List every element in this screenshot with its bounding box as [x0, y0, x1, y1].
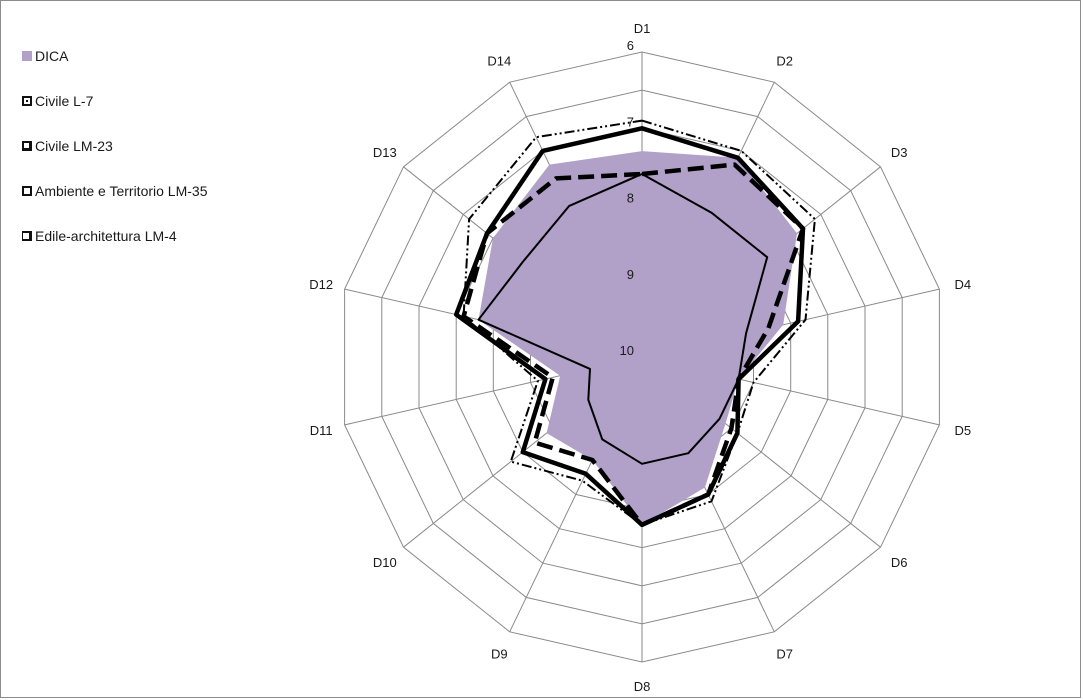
- axis-label-d3: D3: [891, 145, 908, 160]
- series-4-shape: [461, 162, 806, 528]
- legend-label: DICA: [35, 47, 69, 64]
- legend-label: Civile LM-23: [35, 137, 113, 154]
- tick-label: 8: [627, 191, 634, 206]
- axis-label-d12: D12: [309, 277, 333, 292]
- axis-label-d1: D1: [634, 21, 651, 36]
- axis-label-d9: D9: [491, 646, 508, 661]
- axis-label-d4: D4: [954, 277, 971, 292]
- legend-item-edile: Edile-architettura LM-4: [22, 213, 207, 258]
- axis-label-d6: D6: [891, 555, 908, 570]
- legend-label: Civile L-7: [35, 92, 94, 109]
- legend-label: Ambiente e Territorio LM-35: [35, 182, 208, 199]
- tick-label: 7: [627, 114, 634, 129]
- axis-label-d14: D14: [487, 54, 511, 69]
- legend-swatch-area-icon: [22, 50, 32, 61]
- legend-item-ambiente: Ambiente e Territorio LM-35: [22, 168, 207, 213]
- series-3-shape: [477, 173, 769, 465]
- axis-label-d5: D5: [954, 423, 971, 438]
- axis-label-d10: D10: [373, 555, 397, 570]
- legend-swatch-line-icon: [22, 140, 32, 151]
- axis-label-d11: D11: [310, 423, 333, 438]
- legend-item-dica: DICA: [22, 33, 207, 78]
- legend-item-civile-lm23: Civile LM-23: [22, 123, 207, 168]
- series-0-shape: [478, 151, 797, 525]
- series-2-shape: [462, 119, 816, 526]
- axis-label-d13: D13: [373, 145, 397, 160]
- legend: DICA Civile L-7 Civile LM-23 Ambiente e …: [22, 33, 207, 258]
- legend-swatch-line-icon: [22, 185, 32, 196]
- legend-swatch-line-icon: [22, 95, 32, 106]
- legend-item-civile-l7: Civile L-7: [22, 78, 207, 123]
- axis-label-d8: D8: [634, 679, 651, 694]
- tick-label: 9: [627, 267, 634, 282]
- axis-label-d2: D2: [776, 54, 793, 69]
- tick-label: 10: [620, 343, 634, 358]
- legend-swatch-line-icon: [22, 230, 32, 241]
- axis-label-d7: D7: [776, 646, 793, 661]
- tick-label: 6: [627, 38, 634, 53]
- legend-label: Edile-architettura LM-4: [35, 227, 177, 244]
